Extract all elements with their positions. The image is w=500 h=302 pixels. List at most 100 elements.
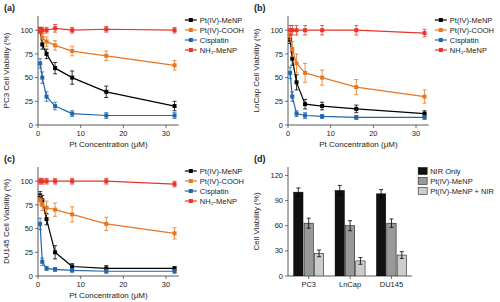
- bar: [376, 194, 385, 276]
- legend-swatch: [418, 188, 427, 195]
- chart: Pt(IV)-MeNPPt(IV)-COOHCisplatinNH₂-MeNP (…: [0, 0, 500, 302]
- marker: [40, 28, 44, 32]
- marker: [53, 250, 57, 254]
- legend: NIR OnlyPt(IV)-MeNPPt(IV)-MeNP + NIR: [418, 167, 494, 196]
- legend-swatch: [418, 178, 427, 185]
- tick: [35, 276, 38, 277]
- panel: Pt(IV)-MeNPPt(IV)-COOHCisplatinNH₂-MeNP(…: [2, 3, 244, 149]
- y-axis-line: [288, 167, 289, 276]
- error-bar: [423, 29, 427, 37]
- marker: [40, 76, 44, 80]
- error-bar: [104, 113, 108, 119]
- marker: [53, 66, 57, 70]
- marker: [104, 179, 108, 183]
- marker: [439, 38, 443, 42]
- error-bar: [45, 178, 49, 184]
- tick: [285, 276, 288, 277]
- error-bar: [38, 218, 42, 229]
- legend-label: Pt(IV)-MeNP + NIR: [430, 187, 494, 196]
- marker: [189, 169, 193, 173]
- marker: [70, 179, 74, 183]
- error-bar: [288, 67, 292, 78]
- error-bar: [290, 42, 294, 57]
- error-bar: [40, 258, 44, 266]
- tick-label: 0: [36, 280, 40, 289]
- tick-label: 25: [25, 248, 33, 257]
- marker: [439, 28, 443, 32]
- legend-label: Pt(IV)-MeNP: [430, 177, 473, 186]
- title: (a): [4, 3, 15, 13]
- marker: [354, 28, 358, 32]
- error-bar: [423, 90, 427, 103]
- legend-label: NH₂-MeNP: [200, 197, 237, 206]
- tick-label: 30: [162, 280, 170, 289]
- error-bar: [45, 37, 49, 46]
- tick-label: 0: [36, 129, 40, 138]
- error-bar: [173, 101, 177, 110]
- legend-label: Pt(IV)-MeNP: [450, 16, 493, 25]
- tick: [80, 276, 81, 279]
- error-bar: [423, 116, 427, 120]
- marker: [104, 54, 108, 58]
- error-bar: [53, 178, 57, 184]
- marks: [288, 25, 426, 119]
- tick: [285, 101, 288, 102]
- tick-label: 10: [77, 129, 85, 138]
- legend-label: NH₂-MeNP: [450, 46, 487, 55]
- y-axis-line: [38, 167, 39, 276]
- bar: [304, 223, 313, 276]
- marker: [320, 104, 324, 108]
- tick: [288, 125, 289, 128]
- error-bar: [173, 61, 177, 70]
- error-bar: [40, 178, 44, 184]
- error-bar: [40, 199, 44, 210]
- marks: [294, 185, 407, 276]
- marker: [173, 231, 177, 235]
- marker: [173, 182, 177, 186]
- marker: [53, 179, 57, 183]
- error-bar: [53, 102, 57, 110]
- error-bar: [70, 178, 74, 184]
- marker: [288, 71, 292, 75]
- marker: [423, 31, 427, 35]
- y-axis-line: [38, 16, 39, 125]
- tick: [35, 125, 38, 126]
- x-axis-line: [288, 125, 429, 126]
- legend: Pt(IV)-MeNPPt(IV)-COOHCisplatinNH₂-MeNP: [435, 16, 494, 55]
- marker: [354, 107, 358, 111]
- axis-label: Pt Concentration (μM): [319, 140, 398, 149]
- error-bar: [358, 258, 362, 265]
- error-bar: [45, 27, 49, 33]
- marker: [45, 52, 49, 56]
- error-bar: [295, 54, 299, 73]
- marker: [295, 112, 299, 116]
- tick: [38, 276, 39, 279]
- series-line: [40, 224, 174, 271]
- tick: [308, 276, 309, 279]
- marker: [173, 114, 177, 118]
- error-bar: [104, 51, 108, 60]
- marker: [53, 104, 57, 108]
- error-bar: [53, 62, 57, 73]
- tick: [35, 30, 38, 31]
- error-bar: [70, 27, 74, 33]
- marker: [38, 61, 42, 65]
- tick-label: DU145: [380, 280, 403, 289]
- tick-label: 25: [25, 97, 33, 106]
- tick: [35, 77, 38, 78]
- tick-label: 20: [119, 280, 127, 289]
- tick-label: 75: [275, 50, 283, 59]
- legend-label: NIR Only: [430, 167, 461, 176]
- tick: [350, 276, 351, 279]
- error-bar: [307, 218, 311, 228]
- axis-label: Pt Concentration (μM): [69, 140, 148, 149]
- tick: [166, 276, 167, 279]
- axis-label: PC3 Cell Viability (%): [2, 32, 11, 108]
- error-bar: [173, 181, 177, 187]
- error-bar: [40, 72, 44, 83]
- marker: [45, 266, 49, 270]
- tick: [285, 200, 288, 201]
- marker: [303, 71, 307, 75]
- series-line: [40, 200, 174, 233]
- tick: [285, 125, 288, 126]
